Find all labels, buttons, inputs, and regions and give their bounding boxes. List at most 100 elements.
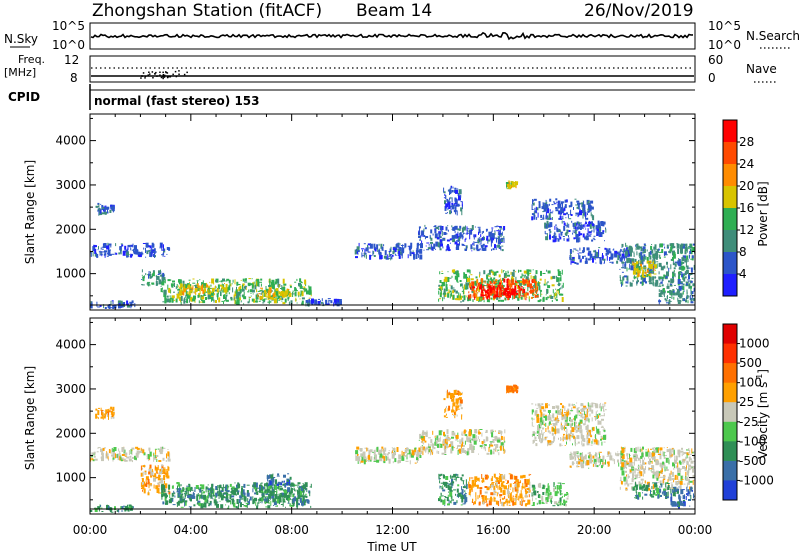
heatmap-cell — [256, 279, 260, 283]
heatmap-cell — [441, 226, 444, 230]
heatmap-cell — [111, 448, 115, 452]
heatmap-cell — [142, 484, 145, 490]
heatmap-cell — [172, 485, 174, 487]
heatmap-cell — [451, 275, 453, 278]
heatmap-cell — [411, 449, 413, 451]
heatmap-cell — [593, 255, 596, 257]
heatmap-cell — [491, 432, 494, 438]
heatmap-cell — [534, 285, 538, 290]
heatmap-cell — [273, 298, 277, 304]
heatmap-cell — [279, 495, 280, 498]
nave-dot — [162, 71, 164, 74]
heatmap-cell — [169, 297, 172, 300]
heatmap-cell — [499, 228, 503, 230]
heatmap-cell — [449, 210, 452, 215]
heatmap-cell — [141, 284, 145, 286]
heatmap-cell — [148, 249, 151, 252]
heatmap-cell — [455, 405, 459, 409]
heatmap-cell — [178, 296, 181, 301]
heatmap-cell — [176, 482, 179, 485]
heatmap-cell — [101, 450, 104, 455]
heatmap-cell — [457, 445, 458, 449]
heatmap-cell — [523, 500, 526, 502]
heatmap-cell — [136, 450, 140, 455]
heatmap-cell — [237, 488, 240, 490]
heatmap-cell — [653, 260, 655, 265]
heatmap-cell — [472, 242, 474, 245]
heatmap-cell — [275, 497, 277, 502]
heatmap-cell — [672, 292, 676, 296]
heatmap-cell — [447, 271, 449, 273]
heatmap-cell — [242, 296, 245, 298]
heatmap-cell — [220, 504, 224, 509]
heatmap-cell — [223, 284, 225, 288]
heatmap-cell — [96, 451, 99, 453]
heatmap-cell — [209, 294, 212, 299]
heatmap-cell — [147, 282, 149, 286]
heatmap-cell — [229, 483, 232, 487]
heatmap-cell — [545, 499, 548, 504]
heatmap-cell — [640, 248, 643, 251]
heatmap-cell — [458, 295, 461, 301]
heatmap-cell — [199, 487, 202, 490]
nave-dot — [147, 74, 149, 76]
heatmap-cell — [472, 486, 475, 488]
heatmap-cell — [280, 504, 283, 505]
heatmap-cell — [455, 398, 459, 403]
heatmap-cell — [584, 255, 586, 257]
heatmap-cell — [490, 449, 493, 455]
heatmap-cell — [525, 276, 529, 280]
heatmap-cell — [487, 275, 491, 277]
heatmap-cell — [619, 277, 621, 281]
heatmap-cell — [98, 214, 100, 216]
heatmap-cell — [376, 459, 380, 463]
heatmap-cell — [463, 444, 465, 447]
heatmap-cell — [545, 294, 547, 296]
heatmap-cell — [476, 249, 480, 252]
heatmap-cell — [470, 445, 474, 451]
heatmap-cell — [592, 215, 595, 221]
heatmap-cell — [498, 274, 501, 278]
heatmap-cell — [479, 239, 481, 243]
heatmap-cell — [230, 283, 232, 287]
heatmap-cell — [480, 245, 482, 247]
heatmap-cell — [591, 229, 593, 232]
heatmap-cell — [258, 300, 261, 302]
nave-dot — [166, 76, 169, 78]
heatmap-cell — [259, 498, 262, 502]
heatmap-cell — [234, 298, 236, 304]
heatmap-cell — [495, 480, 498, 482]
heatmap-cell — [259, 486, 261, 490]
heatmap-cell — [446, 406, 447, 409]
heatmap-cell — [578, 222, 581, 227]
heatmap-cell — [283, 284, 285, 286]
heatmap-cell — [690, 280, 693, 283]
heatmap-cell — [297, 291, 300, 296]
heatmap-cell — [466, 434, 468, 439]
heatmap-cell — [668, 250, 671, 253]
heatmap-cell — [260, 482, 263, 484]
heatmap-cell — [283, 483, 285, 485]
heatmap-cell — [112, 457, 115, 460]
heatmap-cell — [484, 290, 488, 294]
heatmap-cell — [295, 297, 297, 302]
heatmap-cell — [691, 245, 693, 249]
heatmap-cell — [509, 474, 513, 480]
heatmap-cell — [522, 278, 525, 283]
heatmap-cell — [153, 254, 155, 257]
heatmap-cell — [197, 500, 201, 503]
heatmap-cell — [658, 278, 660, 280]
heatmap-cell — [505, 498, 508, 501]
heatmap-cell — [481, 446, 483, 449]
heatmap-cell — [487, 273, 489, 276]
heatmap-cell — [499, 230, 501, 236]
heatmap-cell — [369, 254, 372, 260]
heatmap-cell — [246, 484, 250, 486]
heatmap-cell — [589, 201, 591, 203]
heatmap-cell — [641, 272, 644, 278]
heatmap-cell — [673, 270, 675, 272]
heatmap-cell — [264, 498, 267, 502]
heatmap-cell — [691, 255, 694, 259]
heatmap-cell — [169, 295, 172, 297]
heatmap-cell — [430, 241, 433, 244]
